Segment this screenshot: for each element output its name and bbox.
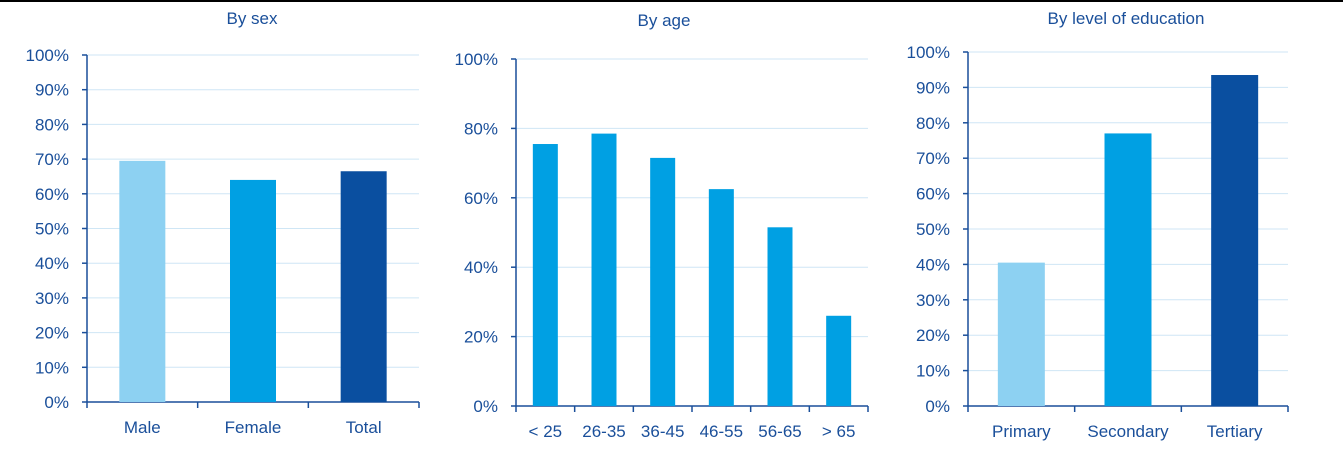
bar-36-45 <box>650 157 676 406</box>
y-tick-label: 60% <box>464 189 498 208</box>
y-tick-label: 70% <box>916 149 950 168</box>
bar-46-55 <box>708 189 734 406</box>
x-category-label: Female <box>225 418 282 437</box>
y-tick-label: 40% <box>916 255 950 274</box>
x-category-label: Primary <box>992 422 1051 441</box>
y-tick-label: 80% <box>916 114 950 133</box>
y-tick-label: 30% <box>916 291 950 310</box>
y-tick-label: 90% <box>35 81 69 100</box>
chart-1: By sex 0% 10% 20% 30% 40% 50% 60% 70% 80% 90% 100% M… <box>26 9 420 437</box>
bar-56-65 <box>767 227 793 406</box>
x-category-label: Secondary <box>1087 422 1169 441</box>
y-tick-label: 40% <box>35 254 69 273</box>
x-category-label: Male <box>124 418 161 437</box>
bar-primary <box>997 262 1045 406</box>
y-tick-label: 0% <box>44 393 69 412</box>
y-tick-label: 30% <box>35 289 69 308</box>
y-tick-label: 60% <box>35 185 69 204</box>
y-tick-label: 0% <box>925 397 950 416</box>
bar-total <box>340 171 387 402</box>
y-tick-label: 60% <box>916 185 950 204</box>
x-category-label: > 65 <box>822 422 856 441</box>
y-tick-label: 80% <box>35 115 69 134</box>
bar-secondary <box>1104 133 1152 407</box>
y-tick-label: 80% <box>464 119 498 138</box>
y-tick-label: 100% <box>26 46 69 65</box>
x-category-label: 56-65 <box>758 422 801 441</box>
bar-65 <box>826 315 852 406</box>
y-tick-label: 20% <box>35 324 69 343</box>
y-tick-label: 90% <box>916 78 950 97</box>
y-tick-label: 0% <box>473 397 498 416</box>
chart-title: By sex <box>226 9 278 28</box>
y-tick-label: 10% <box>35 358 69 377</box>
x-category-label: 36-45 <box>641 422 684 441</box>
top-rule <box>0 0 1343 2</box>
x-category-label: Tertiary <box>1207 422 1263 441</box>
x-category-label: 26-35 <box>582 422 625 441</box>
chart-title: By age <box>638 11 691 30</box>
y-tick-label: 40% <box>464 258 498 277</box>
y-tick-label: 70% <box>35 150 69 169</box>
y-tick-label: 20% <box>464 328 498 347</box>
y-tick-label: 50% <box>35 220 69 239</box>
bar-26-35 <box>591 133 617 407</box>
bar-25 <box>532 144 558 406</box>
y-tick-label: 50% <box>916 220 950 239</box>
y-tick-label: 100% <box>455 50 498 69</box>
bar-tertiary <box>1211 75 1259 406</box>
y-tick-label: 20% <box>916 326 950 345</box>
bar-male <box>119 160 166 402</box>
x-category-label: 46-55 <box>700 422 743 441</box>
x-category-label: < 25 <box>529 422 563 441</box>
chart-2: By age 0% 20% 40% 60% 80% 100% < 25 26-35 36-45 46… <box>455 11 869 441</box>
y-tick-label: 100% <box>907 43 950 62</box>
y-tick-label: 10% <box>916 362 950 381</box>
x-category-label: Total <box>346 418 382 437</box>
chart-title: By level of education <box>1048 9 1205 28</box>
chart-3: By level of education 0% 10% 20% 30% 40% 50% 60… <box>907 9 1289 441</box>
bar-female <box>230 179 276 402</box>
